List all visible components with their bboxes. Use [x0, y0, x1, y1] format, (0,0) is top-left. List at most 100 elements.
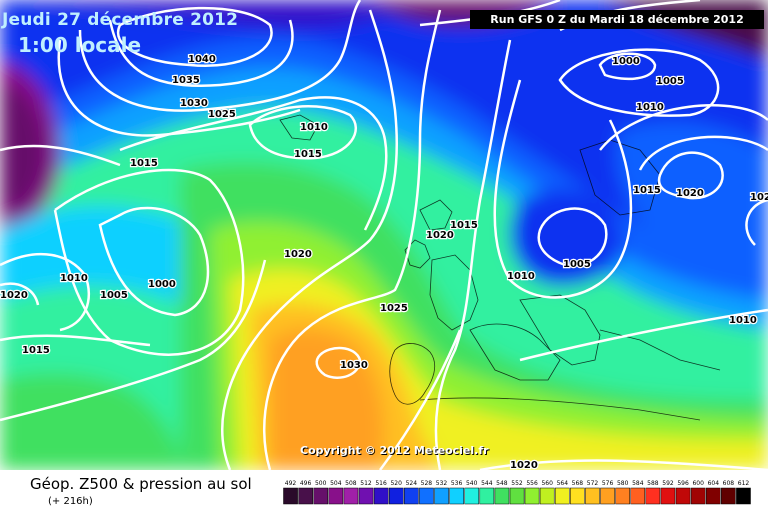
scale-swatch	[449, 487, 464, 505]
isobar-label: 1005	[563, 259, 591, 270]
scale-label: 528	[421, 480, 433, 487]
scale-label: 540	[466, 480, 478, 487]
scale-swatch	[494, 487, 510, 505]
isobar-label: 1020	[0, 290, 28, 301]
scale-label: 564	[557, 480, 569, 487]
scale-swatch	[675, 487, 691, 505]
isobar-label: 1020	[510, 460, 538, 470]
scale-label: 572	[587, 480, 599, 487]
isobar-label: 1040	[188, 54, 216, 65]
isobar-label: 1010	[60, 273, 88, 284]
isobar-label: 1020	[426, 230, 454, 241]
scale-swatch	[721, 487, 736, 505]
scale-label: 592	[662, 480, 674, 487]
scale-label: 556	[526, 480, 538, 487]
scale-swatch	[358, 487, 374, 505]
legend-footer: Géop. Z500 & pression au sol (+ 216h) 49…	[0, 470, 768, 512]
scale-swatch	[509, 487, 525, 505]
scale-swatch	[464, 487, 480, 505]
run-info: Run GFS 0 Z du Mardi 18 décembre 2012	[470, 10, 764, 29]
scale-swatch	[388, 487, 404, 505]
isobar-label: 1010	[636, 102, 664, 113]
scale-swatch	[373, 487, 389, 505]
scale-swatch	[539, 487, 555, 505]
isobars	[0, 0, 768, 470]
isobar-label: 1015	[22, 345, 50, 356]
scale-label: 588	[647, 480, 659, 487]
isobar-label: 1000	[612, 56, 640, 67]
isobar-label: 1005	[100, 290, 128, 301]
isobar-label: 1010	[507, 271, 535, 282]
scale-label: 532	[436, 480, 448, 487]
scale-label: 516	[375, 480, 387, 487]
legend-title: Géop. Z500 & pression au sol	[30, 475, 252, 493]
scale-swatch	[298, 487, 313, 505]
isobar-label: 1000	[148, 279, 176, 290]
scale-label: 504	[330, 480, 342, 487]
scale-label: 496	[300, 480, 312, 487]
isobar-labels: 1040 1035 1030 1025 1010 1015 1015 1010 …	[0, 53, 768, 470]
scale-label: 512	[360, 480, 372, 487]
isobar-label: 1020	[676, 188, 704, 199]
scale-swatch	[660, 487, 676, 505]
copyright-notice: Copyright © 2012 Meteociel.fr	[300, 444, 489, 457]
scale-label: 548	[496, 480, 508, 487]
scale-label: 552	[511, 480, 523, 487]
scale-label: 568	[572, 480, 584, 487]
scale-swatch	[690, 487, 706, 505]
color-scale: 492 496 500 504 508 512 516 520 524 528 532 536 540 5…	[283, 480, 751, 505]
scale-swatch	[600, 487, 615, 505]
isobar-label: 1020	[750, 192, 768, 203]
isobar-label: 1015	[294, 149, 322, 160]
scale-swatch	[313, 487, 329, 505]
scale-label: 544	[481, 480, 493, 487]
scale-label: 500	[315, 480, 327, 487]
isobar-label: 1010	[729, 315, 757, 326]
isobar-label: 1035	[172, 75, 200, 86]
scale-swatch	[524, 487, 540, 505]
scale-swatch	[404, 487, 419, 505]
isobar-label: 1025	[380, 303, 408, 314]
scale-swatch	[434, 487, 449, 505]
scale-label: 576	[602, 480, 614, 487]
legend-subtitle: (+ 216h)	[48, 496, 93, 507]
scale-label: 492	[285, 480, 297, 487]
forecast-time: 1:00 locale	[18, 33, 142, 57]
scale-label: 584	[632, 480, 644, 487]
scale-label: 608	[723, 480, 735, 487]
isobar-label: 1030	[340, 360, 368, 371]
scale-swatch	[705, 487, 721, 505]
scale-label: 508	[345, 480, 357, 487]
scale-swatch	[630, 487, 646, 505]
isobar-label: 1015	[130, 158, 158, 169]
scale-label: 596	[677, 480, 689, 487]
scale-swatch	[419, 487, 434, 505]
scale-swatch	[736, 487, 751, 505]
scale-swatch	[645, 487, 661, 505]
geopotential-map: 1040 1035 1030 1025 1010 1015 1015 1010 …	[0, 0, 768, 470]
scale-swatch	[283, 487, 298, 505]
isobar-label: 1020	[284, 249, 312, 260]
scale-label: 612	[738, 480, 750, 487]
scale-swatch	[570, 487, 585, 505]
isobar-label: 1025	[208, 109, 236, 120]
scale-swatch	[554, 487, 570, 505]
isobar-label: 1015	[633, 185, 661, 196]
scale-label: 536	[451, 480, 463, 487]
scale-label: 604	[708, 480, 720, 487]
isobar-label: 1010	[300, 122, 328, 133]
isobar-label: 1015	[450, 220, 478, 231]
scale-swatch	[343, 487, 359, 505]
scale-swatch	[615, 487, 630, 505]
scale-swatch	[585, 487, 600, 505]
scale-swatch	[479, 487, 495, 505]
isobar-label: 1030	[180, 98, 208, 109]
scale-label: 520	[390, 480, 402, 487]
isobar-label: 1005	[656, 76, 684, 87]
scale-label: 580	[617, 480, 629, 487]
forecast-date: Jeudi 27 décembre 2012	[2, 10, 239, 30]
scale-label: 524	[406, 480, 418, 487]
scale-label: 600	[692, 480, 704, 487]
scale-swatch	[328, 487, 344, 505]
